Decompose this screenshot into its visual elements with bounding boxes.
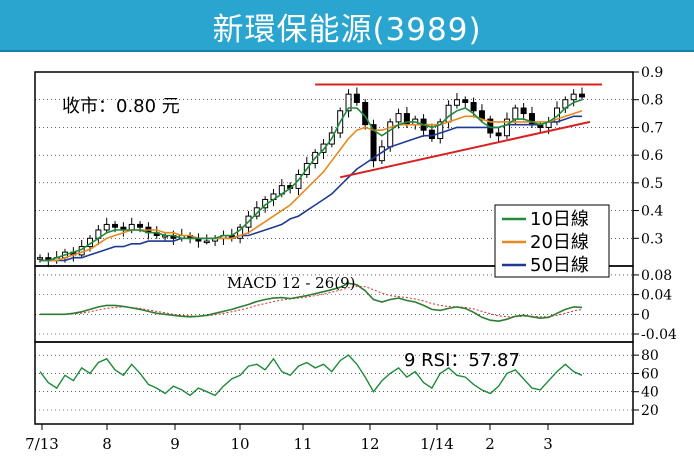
candle-body [495,132,502,137]
rsi-label: 9 RSI：57.87 [404,350,520,371]
rsi-ytick-label: 80 [641,348,659,364]
price-ytick-label: 0.7 [641,120,663,136]
candle-body [137,223,144,228]
candle-body [462,99,469,103]
candle-body [237,226,244,239]
title-bar: 新環保能源(3989) [0,0,694,52]
price-ytick-label: 0.9 [641,65,663,81]
rsi-panel [34,341,634,425]
candle-body [445,104,452,123]
x-tick-label: 1/14 [420,435,454,453]
x-tick-label: 3 [543,435,553,453]
support-trendline [339,120,591,179]
rsi-ytick-label: 20 [641,403,659,419]
y-axis-labels: 0.3 0.4 0.5 0.6 0.7 0.8 0.9 0.08 0.04 0 -0.04 80 60 4… [633,65,677,419]
ma10-line [40,98,583,262]
x-tick-label: 9 [170,435,180,453]
x-tick-label: 8 [102,435,112,453]
candle-body [103,223,110,231]
candle-body [387,121,394,148]
legend-ma10-label: 10日線 [530,209,589,230]
candle-body [570,93,577,101]
candle-body [453,99,460,106]
legend: 10日線 20日線 50日線 [494,204,610,278]
rsi-ytick-label: 40 [641,385,659,401]
candle-body [370,124,377,162]
candle-body [345,93,352,112]
price-ytick-label: 0.3 [641,231,663,247]
close-price-label: 收市：0.80 元 [62,96,180,117]
candle-body [37,257,43,260]
candle-body [295,174,302,189]
candle-body [353,93,360,103]
legend-ma20-label: 20日線 [530,232,589,253]
indicator-lines [39,83,602,397]
macd-ytick-label: 0.04 [641,288,672,304]
candle-body [520,107,527,115]
candle-body [128,223,135,231]
macd-ytick-label: 0.08 [641,268,672,284]
x-tick-label: 10 [230,435,249,453]
legend-ma50-label: 50日線 [530,255,589,276]
price-ytick-label: 0.6 [641,148,663,164]
macd-ytick-label: 0 [641,307,650,323]
price-ytick-label: 0.5 [641,176,663,192]
candle-body [512,107,519,120]
candle-body [320,143,327,153]
macd-line [40,282,583,323]
x-axis-labels: 7/13 8 9 10 11 12 1/14 2 3 [25,424,553,453]
price-ytick-label: 0.4 [641,204,663,220]
chart-title: 新環保能源(3989) [212,12,482,48]
price-ytick-label: 0.8 [641,93,663,109]
x-tick-label: 2 [485,435,495,453]
candle-body [395,113,402,123]
candle-body [470,101,477,112]
x-tick-label: 12 [360,435,379,453]
macd-label: MACD 12 - 26(9) [227,274,356,292]
candle-body [503,118,510,137]
candle-body [579,93,585,98]
candle-body [112,223,119,228]
rsi-line [39,354,583,397]
x-tick-label: 11 [293,435,312,453]
candle-body [203,240,210,244]
candle-body [437,121,444,140]
macd-ytick-label: -0.04 [641,327,677,343]
candle-body [253,207,260,217]
rsi-ytick-label: 60 [641,366,659,382]
x-tick-label: 7/13 [25,435,59,453]
